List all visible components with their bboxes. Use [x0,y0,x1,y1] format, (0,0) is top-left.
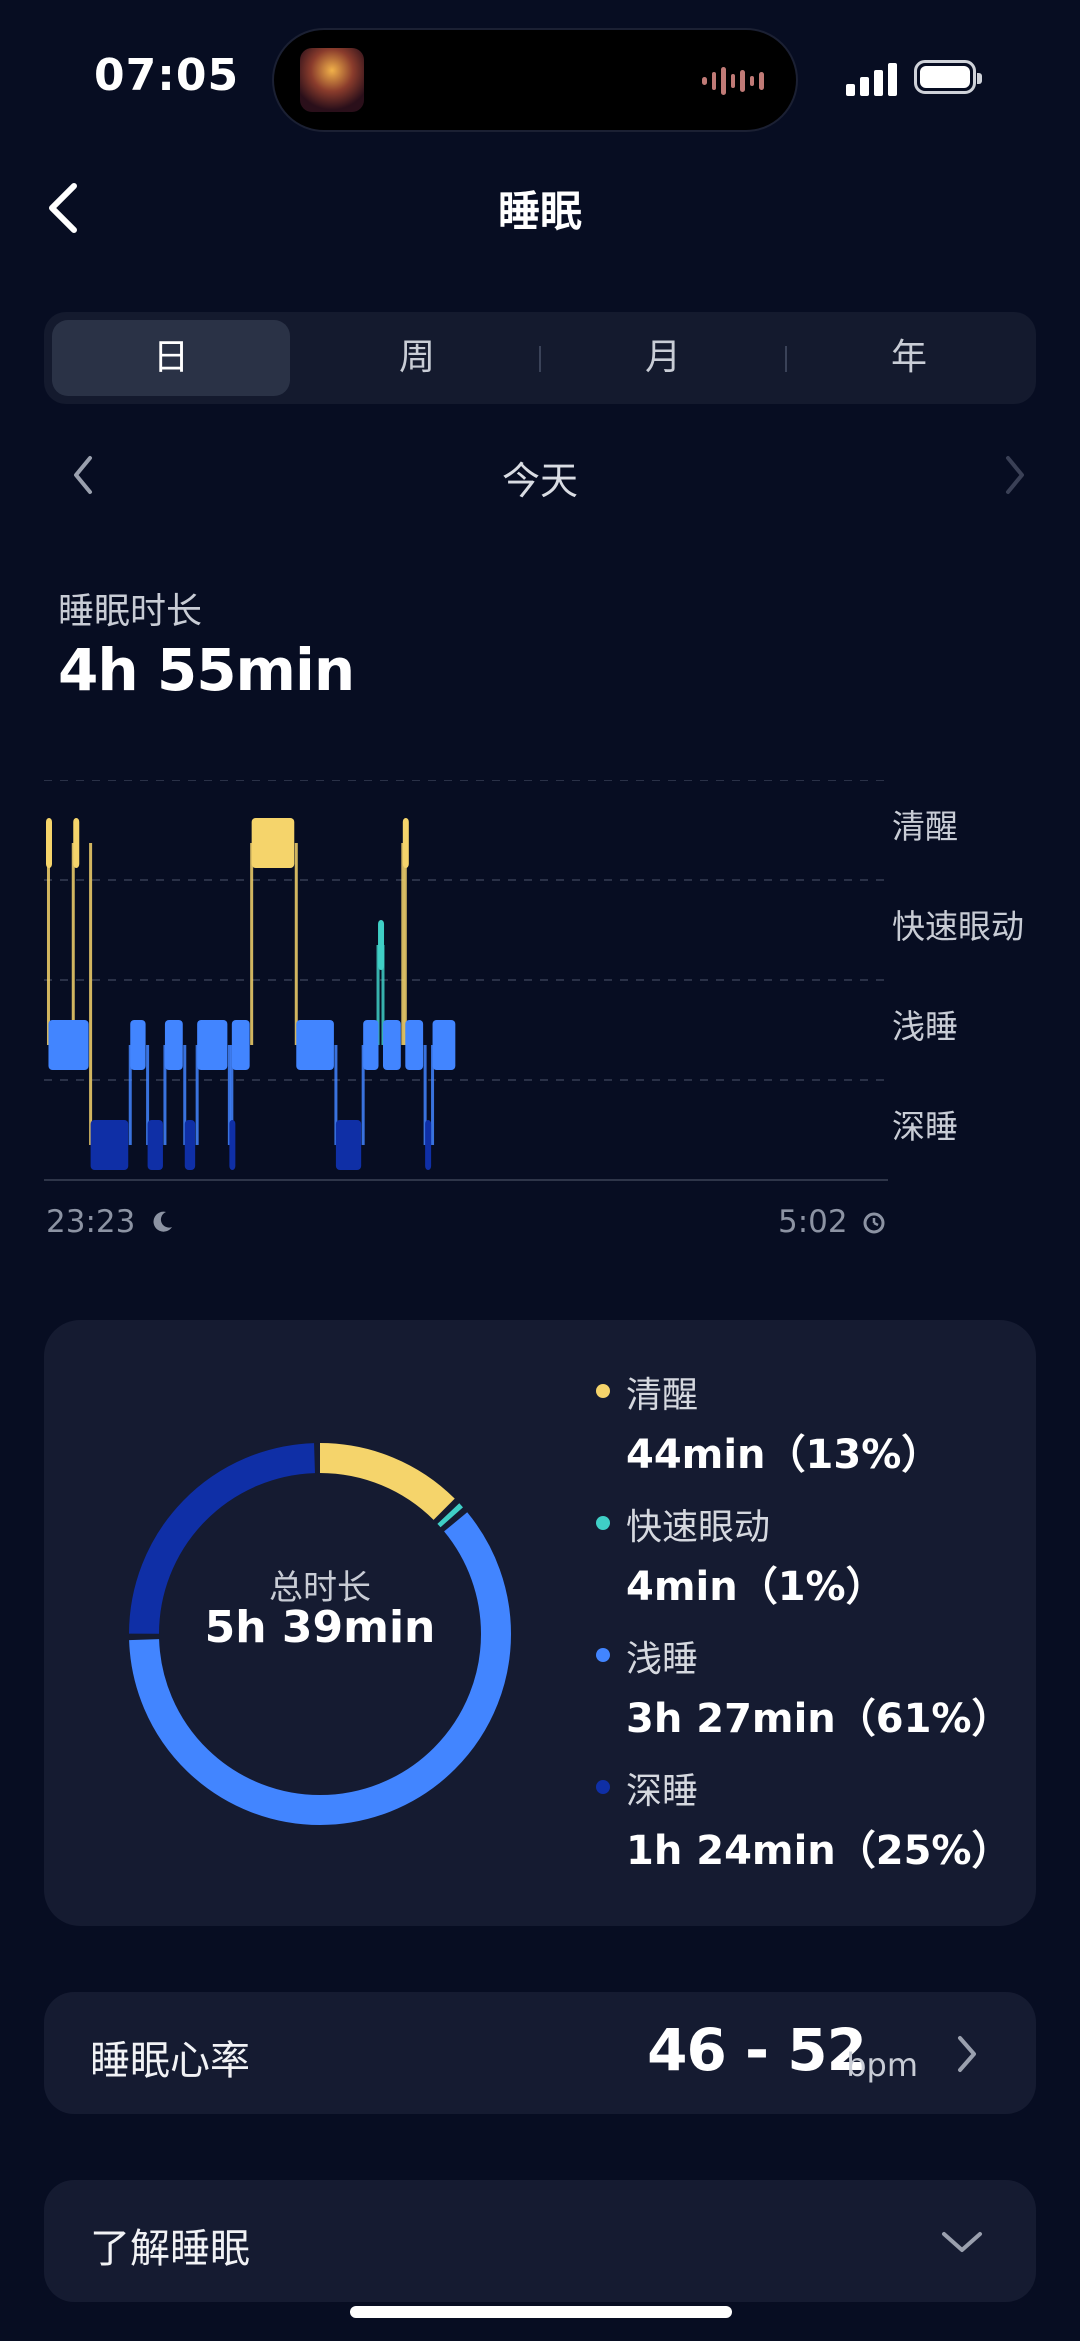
donut-slice [129,1443,511,1825]
stage-transition [334,1045,338,1145]
stage-block[interactable] [184,1120,196,1170]
end-time-label: 5:02 [778,1204,887,1240]
stage-summary-card: 总时长 5h 39min 清醒 44min（13%） 快速眼动 4min（1%）… [44,1320,1036,1926]
legend-value: 44min（13%） [626,1432,942,1478]
stage-block[interactable] [363,1020,379,1070]
stage-block[interactable] [197,1020,228,1070]
stage-label-awake: 清醒 [892,807,958,846]
audio-waveform-icon [702,66,765,96]
chevron-right-icon [958,2036,976,2072]
chevron-down-icon [942,2232,982,2252]
stage-block[interactable] [251,818,295,868]
sleep-heart-rate-label: 睡眠心率 [90,2038,250,2084]
stage-block[interactable] [73,818,80,868]
stage-block[interactable] [402,818,409,868]
stage-transition [376,945,380,1045]
stage-transition [361,1045,365,1145]
stage-transition [89,843,93,1145]
legend-name: 浅睡 [626,1639,699,1680]
stage-transition [46,843,50,1045]
stage-label-rem: 快速眼动 [892,907,1024,946]
stage-block[interactable] [229,1120,236,1170]
heart-rate-value: 46 - 52 [647,2016,867,2084]
now-playing-album-art[interactable] [300,48,364,112]
cellular-signal-icon [846,60,898,96]
stage-block[interactable] [425,1120,432,1170]
home-indicator[interactable] [350,2306,732,2318]
stage-transition [401,843,405,1045]
legend-value: 1h 24min（25%） [626,1828,1012,1874]
stage-transition [163,1045,167,1145]
legend-name: 清醒 [626,1375,699,1416]
stage-label-deep: 深睡 [892,1107,958,1146]
status-time: 07:05 [94,50,240,101]
stage-block[interactable] [147,1120,163,1170]
stage-transition [431,1045,435,1145]
sleep-stage-chart[interactable]: 清醒 快速眼动 浅睡 深睡 23:23 5:02 [44,780,1044,1250]
legend-dot [596,1384,610,1398]
stage-transition [294,843,298,1045]
stage-block[interactable] [296,1020,334,1070]
stage-block[interactable] [231,1020,250,1070]
stage-block[interactable] [432,1020,456,1070]
stage-transition [146,1045,150,1145]
alarm-clock-icon [863,1212,885,1234]
tab-month[interactable]: 月 [644,337,681,378]
stage-transition [128,1045,132,1145]
previous-day-icon[interactable] [68,452,98,498]
total-duration-value: 5h 39min [204,1602,436,1653]
sleep-duration-value: 4h 55min [58,636,355,704]
tab-week[interactable]: 周 [398,337,435,378]
tab-year[interactable]: 年 [890,337,927,378]
learn-sleep-label: 了解睡眠 [90,2226,250,2272]
stage-block[interactable] [164,1020,183,1070]
stage-block[interactable] [405,1020,424,1070]
stage-label-light: 浅睡 [892,1007,958,1046]
legend-name: 深睡 [626,1771,699,1812]
dynamic-island[interactable] [272,28,798,132]
heart-rate-unit: bpm [846,2046,918,2084]
stage-block[interactable] [130,1020,146,1070]
moon-icon [153,1211,173,1232]
total-duration-label: 总时长 [269,1568,371,1608]
stage-block[interactable] [382,1020,401,1070]
next-day-icon[interactable] [1000,452,1030,498]
stage-transition [403,843,407,1045]
donut-slice [129,1443,511,1825]
legend-dot [596,1648,610,1662]
stage-block[interactable] [90,1120,129,1170]
hypnogram-plot [44,780,888,1181]
legend-name: 快速眼动 [626,1507,771,1548]
legend-dot [596,1780,610,1794]
sleep-duration-label: 睡眠时长 [58,591,203,632]
stage-transition [227,1045,231,1145]
stage-block[interactable] [46,818,52,868]
stage-transition [183,1045,187,1145]
stage-transition [381,945,385,1045]
stage-transition [230,1045,234,1145]
stage-transition [71,843,75,1045]
page-title: 睡眠 [497,187,582,236]
start-time-label: 23:23 [46,1204,175,1240]
stage-donut-chart [129,1443,511,1825]
legend-dot [596,1516,610,1530]
stage-block[interactable] [48,1020,89,1070]
tab-divider [539,346,541,372]
tab-day[interactable]: 日 [52,320,290,396]
back-arrow-icon[interactable] [40,180,90,236]
learn-sleep-row[interactable]: 了解睡眠 [44,2180,1036,2302]
date-label: 今天 [501,459,578,503]
sleep-heart-rate-row[interactable]: 睡眠心率 46 - 52 bpm [44,1992,1036,2114]
stage-block[interactable] [378,920,385,970]
period-tabs: 日 周 月 年 [44,312,1036,404]
tab-divider [785,346,787,372]
stage-transition [423,1045,427,1145]
stage-block[interactable] [335,1120,362,1170]
stage-transition [195,1045,199,1145]
legend-value: 4min（1%） [626,1564,886,1610]
legend-value: 3h 27min（61%） [626,1696,1012,1742]
stage-transition [250,843,254,1045]
battery-icon [914,60,982,94]
